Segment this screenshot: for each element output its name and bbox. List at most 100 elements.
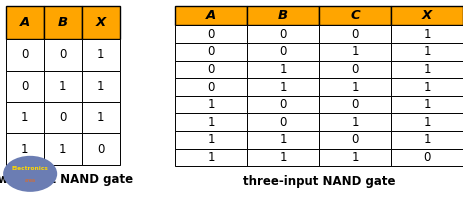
Text: 1: 1: [207, 151, 215, 164]
Bar: [390, 113, 462, 131]
Text: 1: 1: [207, 98, 215, 111]
Text: B: B: [278, 9, 288, 22]
Text: 0: 0: [279, 98, 286, 111]
Text: 0: 0: [97, 142, 104, 156]
Text: 1: 1: [21, 142, 28, 156]
Text: 1: 1: [422, 63, 430, 76]
Text: 0: 0: [59, 48, 66, 61]
Bar: [175, 61, 247, 78]
Bar: [175, 149, 247, 166]
Bar: [390, 43, 462, 61]
Bar: [175, 25, 247, 43]
Bar: [44, 6, 81, 39]
Bar: [390, 149, 462, 166]
Bar: [175, 131, 247, 149]
Text: 0: 0: [351, 28, 358, 41]
Text: 0: 0: [21, 48, 28, 61]
Text: X: X: [421, 9, 432, 22]
Bar: [44, 133, 81, 165]
Text: 1: 1: [350, 116, 358, 129]
Text: 0: 0: [351, 98, 358, 111]
Text: B: B: [57, 16, 68, 29]
Bar: [319, 61, 390, 78]
Bar: [175, 43, 247, 61]
Bar: [319, 6, 390, 25]
Bar: [44, 39, 81, 71]
Bar: [319, 113, 390, 131]
Text: A: A: [206, 9, 216, 22]
Bar: [319, 25, 390, 43]
Bar: [175, 113, 247, 131]
Bar: [6, 71, 44, 102]
Bar: [175, 78, 247, 96]
Bar: [44, 102, 81, 133]
Bar: [247, 131, 319, 149]
Text: 1: 1: [350, 151, 358, 164]
Bar: [81, 71, 119, 102]
Text: 1: 1: [422, 98, 430, 111]
Text: 1: 1: [59, 80, 66, 93]
Bar: [81, 39, 119, 71]
Bar: [319, 131, 390, 149]
Bar: [390, 25, 462, 43]
Text: C: C: [350, 9, 359, 22]
Bar: [247, 149, 319, 166]
Bar: [247, 78, 319, 96]
Text: 1: 1: [422, 81, 430, 93]
Text: 0: 0: [207, 81, 214, 93]
Bar: [6, 6, 44, 39]
Text: 0: 0: [279, 45, 286, 58]
Bar: [6, 102, 44, 133]
Text: 1: 1: [350, 45, 358, 58]
Bar: [247, 61, 319, 78]
Text: 1: 1: [350, 81, 358, 93]
Bar: [319, 149, 390, 166]
Text: A: A: [19, 16, 30, 29]
Text: 0: 0: [279, 116, 286, 129]
Text: 1: 1: [422, 28, 430, 41]
Bar: [390, 96, 462, 113]
Bar: [6, 39, 44, 71]
Text: 1: 1: [59, 142, 66, 156]
Text: 1: 1: [279, 133, 287, 146]
Text: two-input NAND gate: two-input NAND gate: [0, 173, 133, 186]
Bar: [247, 43, 319, 61]
Bar: [175, 96, 247, 113]
Text: 0: 0: [207, 45, 214, 58]
Text: 1: 1: [207, 116, 215, 129]
Bar: [81, 133, 119, 165]
Bar: [390, 131, 462, 149]
Text: 1: 1: [97, 48, 104, 61]
Bar: [6, 133, 44, 165]
Bar: [390, 61, 462, 78]
Text: 0: 0: [207, 28, 214, 41]
Bar: [319, 78, 390, 96]
Ellipse shape: [3, 156, 57, 192]
Bar: [247, 113, 319, 131]
Bar: [81, 102, 119, 133]
Text: three-input NAND gate: three-input NAND gate: [243, 175, 394, 188]
Text: 0: 0: [423, 151, 430, 164]
Bar: [247, 6, 319, 25]
Bar: [175, 6, 247, 25]
Text: 1: 1: [422, 45, 430, 58]
Text: 0: 0: [279, 28, 286, 41]
Text: X: X: [95, 16, 106, 29]
Bar: [390, 78, 462, 96]
Text: 1: 1: [21, 111, 28, 124]
Bar: [319, 96, 390, 113]
Text: 1: 1: [97, 80, 104, 93]
Text: 1: 1: [279, 63, 287, 76]
Text: 1: 1: [422, 133, 430, 146]
Bar: [81, 6, 119, 39]
Text: 1: 1: [279, 81, 287, 93]
Text: 0: 0: [351, 63, 358, 76]
Text: 1: 1: [422, 116, 430, 129]
Text: area: area: [25, 178, 36, 183]
Text: 0: 0: [351, 133, 358, 146]
Text: Electronics: Electronics: [12, 166, 49, 171]
Bar: [319, 43, 390, 61]
Text: 0: 0: [21, 80, 28, 93]
Bar: [247, 96, 319, 113]
Text: 1: 1: [97, 111, 104, 124]
